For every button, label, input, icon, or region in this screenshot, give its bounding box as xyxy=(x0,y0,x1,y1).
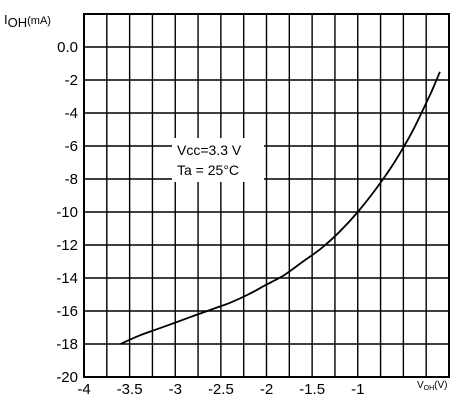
series-layer xyxy=(120,71,441,345)
x-tick-labels: -4 -3.5 -3 -2.5 -2 -1.5 -1 xyxy=(77,381,364,398)
x-tick-label: -4 xyxy=(77,381,90,398)
x-tick-label: -3.5 xyxy=(117,381,143,398)
y-axis-label-main: I xyxy=(4,12,8,27)
plot-frame xyxy=(83,13,450,378)
y-tick-label: -6 xyxy=(65,138,78,155)
y-tick-label: -2 xyxy=(65,72,78,89)
series-line xyxy=(120,71,441,345)
y-tick-label: -18 xyxy=(56,336,78,353)
x-tick-label: -1.5 xyxy=(299,381,325,398)
x-axis-label-unit: (V) xyxy=(434,380,447,391)
y-tick-label: -10 xyxy=(56,204,78,221)
y-axis-label-sub: OH xyxy=(8,15,28,30)
x-tick-label: -2 xyxy=(260,381,273,398)
y-tick-labels: 0.0 -2 -4 -6 -8 -10 -12 -14 -16 -18 -20 xyxy=(56,39,78,386)
x-tick-label: -3 xyxy=(169,381,182,398)
grid xyxy=(84,14,449,377)
y-tick-label: 0.0 xyxy=(57,39,78,56)
y-axis-label: IOH(mA) xyxy=(4,12,51,30)
y-axis-label-unit: (mA) xyxy=(27,15,51,27)
annotation-line-2: Ta = 25°C xyxy=(177,162,239,178)
x-tick-label: -2.5 xyxy=(208,381,234,398)
y-tick-label: -16 xyxy=(56,303,78,320)
annotation-box: Vcc=3.3 V Ta = 25°C xyxy=(172,138,264,182)
y-tick-label: -8 xyxy=(65,171,78,188)
y-tick-label: -20 xyxy=(56,369,78,386)
annotation-background xyxy=(172,138,264,182)
x-axis-label-sub: OH xyxy=(424,385,435,392)
y-tick-label: -12 xyxy=(56,237,78,254)
x-axis-label-main: V xyxy=(417,380,424,391)
y-tick-label: -14 xyxy=(56,270,78,287)
x-tick-label: -1 xyxy=(351,381,364,398)
y-tick-label: -4 xyxy=(65,105,78,122)
plot-border xyxy=(83,13,450,378)
x-axis-label: VOH(V) xyxy=(417,380,448,392)
annotation-line-1: Vcc=3.3 V xyxy=(177,142,242,158)
